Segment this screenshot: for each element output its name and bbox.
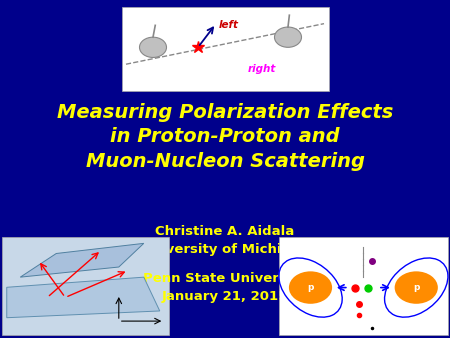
Text: p: p bbox=[307, 283, 314, 292]
FancyBboxPatch shape bbox=[279, 237, 448, 335]
Text: Measuring Polarization Effects
in Proton-Proton and
Muon-Nucleon Scattering: Measuring Polarization Effects in Proton… bbox=[57, 103, 393, 171]
FancyBboxPatch shape bbox=[122, 7, 328, 91]
Text: left: left bbox=[219, 20, 239, 30]
Text: Penn State University
January 21, 2015: Penn State University January 21, 2015 bbox=[144, 272, 306, 303]
Text: Christine A. Aidala
University of Michigan: Christine A. Aidala University of Michig… bbox=[141, 225, 309, 256]
Circle shape bbox=[140, 37, 166, 57]
Polygon shape bbox=[7, 277, 160, 318]
Circle shape bbox=[274, 27, 302, 47]
Circle shape bbox=[395, 271, 438, 304]
Polygon shape bbox=[20, 243, 144, 277]
Text: p: p bbox=[413, 283, 419, 292]
Circle shape bbox=[289, 271, 332, 304]
Text: right: right bbox=[248, 64, 276, 74]
FancyBboxPatch shape bbox=[2, 237, 169, 335]
